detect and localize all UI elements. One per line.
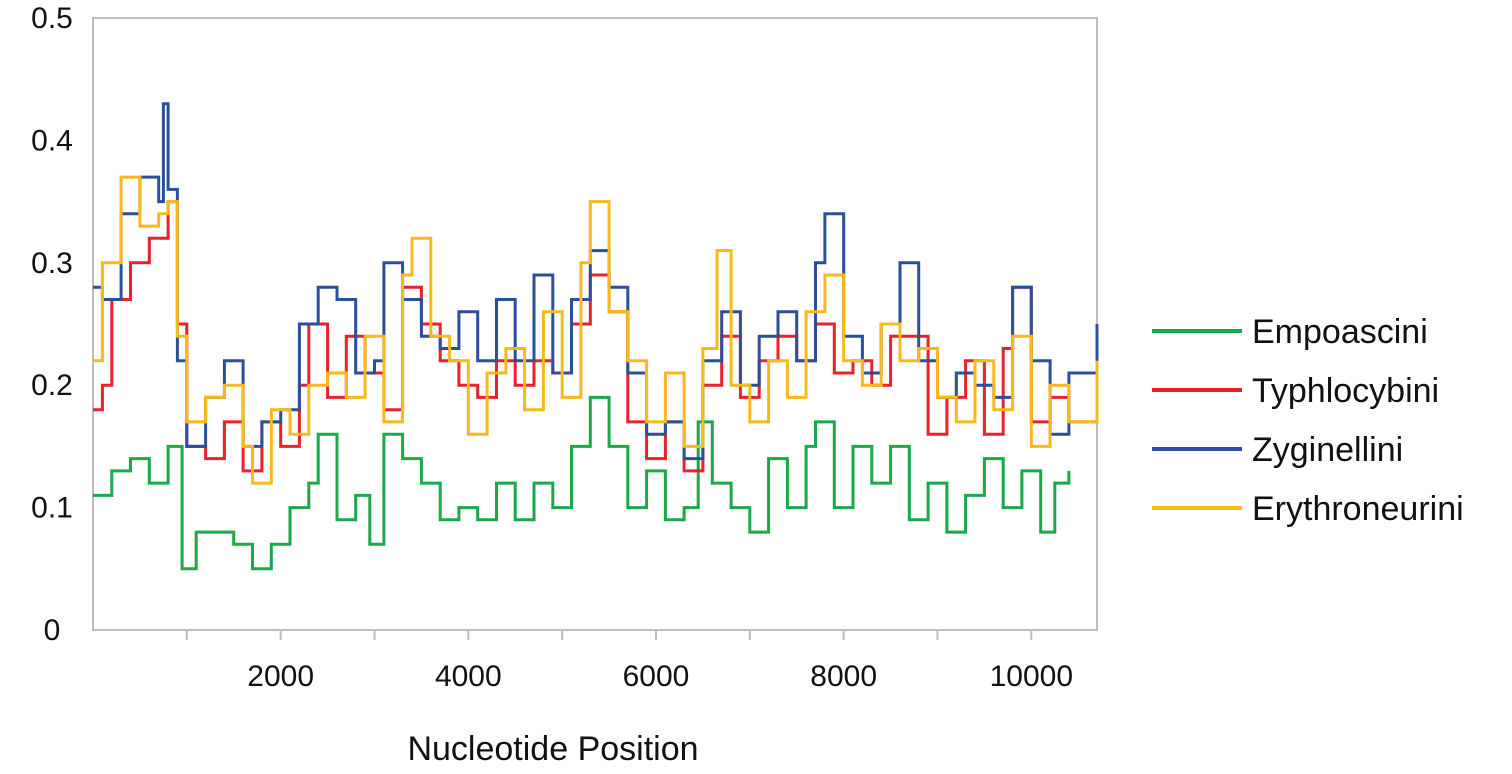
y-tick-label: 0 [44, 614, 61, 647]
series-layer [93, 102, 1099, 571]
y-tick-label: 0.1 [31, 492, 73, 525]
x-axis-title: Nucleotide Position [407, 730, 698, 768]
series-line-empoascini [93, 395, 1071, 571]
x-tick-label: 4000 [435, 660, 502, 693]
y-tick-label: 0.2 [31, 369, 73, 402]
x-axis-ticks: 2000 4000 6000 8000 10000 [185, 630, 1073, 693]
x-tick-label: 8000 [810, 660, 877, 693]
legend: Empoascini Typhlocybini Zyginellini Erythro… [1152, 313, 1464, 528]
x-tick-label: 10000 [990, 660, 1073, 693]
y-tick-label: 0.3 [31, 247, 73, 280]
plot-area [92, 17, 1098, 631]
legend-label-empoascini: Empoascini [1252, 313, 1428, 351]
x-tick-label: 2000 [247, 660, 314, 693]
legend-label-erythroneurini: Erythroneurini [1252, 490, 1464, 528]
legend-label-zyginellini: Zyginellini [1252, 431, 1403, 469]
legend-label-typhlocybini: Typhlocybini [1252, 372, 1439, 410]
y-tick-label: 0.5 [31, 2, 73, 35]
plot-frame [92, 17, 1098, 631]
y-tick-label: 0.4 [31, 124, 73, 157]
x-tick-label: 6000 [623, 660, 690, 693]
y-axis-ticks: 0 0.1 0.2 0.3 0.4 0.5 [31, 2, 73, 647]
series-line-erythroneurini [93, 175, 1099, 485]
